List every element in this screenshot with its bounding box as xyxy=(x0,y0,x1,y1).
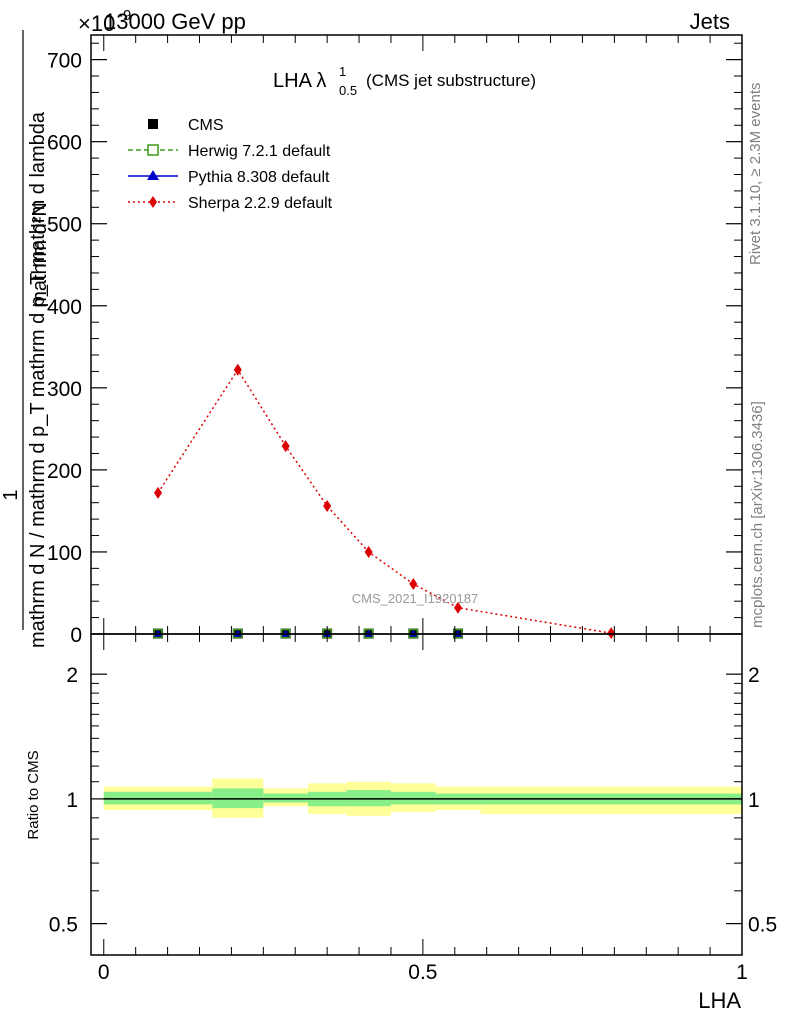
chart-title-sup: 1 xyxy=(339,64,346,79)
data-point-sherpa xyxy=(409,577,418,590)
ratio-band-inner xyxy=(390,791,436,805)
ratio-ytick-label-right: 1 xyxy=(748,789,760,812)
header-energy: 13000 GeV pp xyxy=(104,9,246,34)
ytick-label: 700 xyxy=(47,50,82,73)
data-point-pythia xyxy=(364,629,373,637)
xtick-label: 0.5 xyxy=(408,961,437,984)
data-point-pythia xyxy=(453,629,462,637)
ylabel-numerator: mathrm d²N xyxy=(29,202,51,308)
ratio-frame xyxy=(90,633,743,956)
ytick-label: 300 xyxy=(47,378,82,401)
ratio-band-inner xyxy=(263,793,308,803)
ytick-label: 0 xyxy=(70,624,82,647)
ylabel-denominator: mathrm d N / mathrm d p_T mathrm d p_T m… xyxy=(27,111,49,648)
data-point-sherpa xyxy=(607,627,616,640)
legend-label: Pythia 8.308 default xyxy=(188,169,330,186)
data-point-pythia xyxy=(409,629,418,637)
data-point-sherpa xyxy=(233,363,242,376)
series-line-sherpa xyxy=(157,368,612,634)
ratio-ytick-label: 1 xyxy=(66,789,78,812)
ylabel-numerator-frac: 1 xyxy=(0,489,22,500)
ytick-label: 500 xyxy=(47,214,82,237)
xtick-label: 0 xyxy=(98,961,110,984)
data-point-pythia xyxy=(154,629,163,637)
ytick-label: 600 xyxy=(47,132,82,155)
watermark: CMS_2021_I1920187 xyxy=(352,591,479,606)
legend-label: CMS xyxy=(188,117,224,134)
ratio-panel: 0.5 0.5 1 1 2 2 0 0.5 1 Ratio to CMS LHA xyxy=(25,633,777,1013)
data-point-pythia xyxy=(281,629,290,637)
ratio-ytick-label: 0.5 xyxy=(49,914,78,937)
data-point-sherpa xyxy=(154,486,163,499)
ratio-band-inner xyxy=(103,791,213,805)
legend-marker-herwig xyxy=(147,144,159,156)
xtick-label: 1 xyxy=(736,961,748,984)
data-point-sherpa xyxy=(281,440,290,453)
chart-title-suffix: (CMS jet substructure) xyxy=(366,71,536,90)
xlabel: LHA xyxy=(698,988,741,1013)
scale-power: -9 xyxy=(118,7,131,24)
ytick-label: 100 xyxy=(47,542,82,565)
scale-exponent: ×10 xyxy=(78,11,115,36)
data-point-pythia xyxy=(233,629,242,637)
header-process: Jets xyxy=(690,9,730,34)
legend-marker-pythia xyxy=(147,170,159,180)
legend: CMS Herwig 7.2.1 default Pythia 8.308 defa… xyxy=(128,117,333,212)
chart-title-sub: 0.5 xyxy=(339,83,357,98)
mcplots-label: mcplots.cern.ch [arXiv:1306.3436] xyxy=(749,401,766,628)
ytick-label: 400 xyxy=(47,296,82,319)
main-panel: 0 100 200 300 400 500 600 700 CMS_2021_I1920187… xyxy=(0,30,743,648)
ratio-ylabel: Ratio to CMS xyxy=(25,750,42,839)
data-point-sherpa xyxy=(453,601,462,614)
legend-label: Herwig 7.2.1 default xyxy=(188,143,331,160)
data-point-sherpa xyxy=(323,499,332,512)
legend-marker-cms xyxy=(148,119,158,129)
chart-title: LHA λ xyxy=(273,70,326,92)
legend-marker-sherpa xyxy=(149,196,157,208)
ratio-ytick-label: 2 xyxy=(66,664,78,687)
data-point-sherpa xyxy=(364,545,373,558)
rivet-label: Rivet 3.1.10, ≥ 2.3M events xyxy=(747,83,764,266)
legend-label: Sherpa 2.2.9 default xyxy=(188,195,333,212)
ratio-ytick-label-right: 0.5 xyxy=(748,914,777,937)
ratio-ytick-label-right: 2 xyxy=(748,664,760,687)
ytick-label: 200 xyxy=(47,460,82,483)
